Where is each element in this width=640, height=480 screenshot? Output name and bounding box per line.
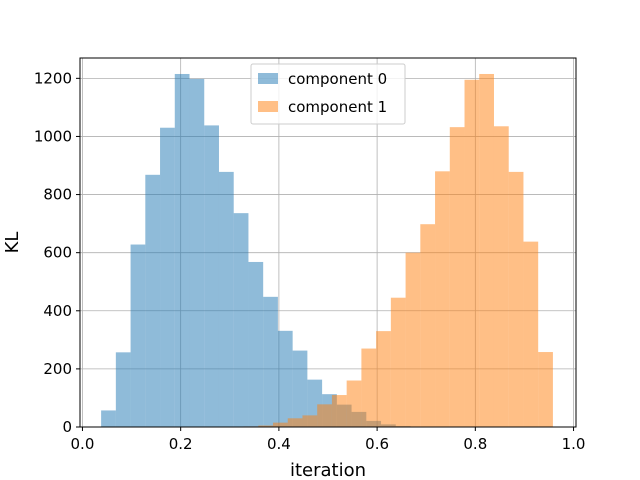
histogram-bar-series-0-bin-10 bbox=[248, 261, 264, 427]
histogram-bar-series-1-bin-3 bbox=[287, 418, 303, 427]
histogram-bar-series-0-bin-6 bbox=[189, 78, 205, 428]
histogram-bar-series-1-bin-15 bbox=[464, 79, 480, 428]
y-axis-label: KL bbox=[2, 232, 23, 254]
histogram-bar-series-0-bin-13 bbox=[292, 350, 308, 427]
x-tick-label-2: 0.4 bbox=[267, 435, 291, 453]
histogram-bar-series-0-bin-0 bbox=[101, 410, 116, 427]
y-tick-label-0: 0 bbox=[62, 418, 72, 436]
x-tick-label-1: 0.2 bbox=[169, 435, 193, 453]
legend-label-component-1: component 1 bbox=[288, 98, 387, 116]
bars bbox=[101, 73, 553, 428]
histogram-bar-series-1-bin-8 bbox=[361, 348, 377, 427]
y-tick-label-5: 1000 bbox=[34, 127, 72, 145]
legend-swatch-component-0 bbox=[258, 73, 278, 84]
x-tick-label-0: 0.0 bbox=[71, 435, 95, 453]
x-tick-label-5: 1.0 bbox=[562, 435, 586, 453]
histogram-bar-series-1-bin-12 bbox=[420, 224, 436, 427]
histogram-bar-series-1-bin-17 bbox=[493, 126, 509, 427]
x-tick-label-3: 0.6 bbox=[365, 435, 389, 453]
histogram-bar-series-0-bin-12 bbox=[277, 330, 293, 427]
histogram-bar-series-1-bin-4 bbox=[302, 415, 318, 427]
histogram-bar-series-1-bin-1 bbox=[258, 425, 273, 427]
x-tick-label-4: 0.8 bbox=[463, 435, 487, 453]
y-tick-label-2: 400 bbox=[43, 302, 72, 320]
histogram-bar-series-1-bin-18 bbox=[508, 171, 524, 427]
histogram-bar-series-0-bin-1 bbox=[115, 352, 131, 427]
histogram-bar-series-1-bin-20 bbox=[538, 352, 553, 427]
histogram-bar-series-1-bin-19 bbox=[523, 241, 539, 427]
legend-label-component-0: component 0 bbox=[288, 70, 387, 88]
histogram-bar-series-0-bin-9 bbox=[233, 213, 249, 427]
histogram-bar-series-1-bin-2 bbox=[272, 422, 288, 427]
histogram-bar-series-1-bin-11 bbox=[405, 252, 421, 427]
histogram-bar-series-0-bin-3 bbox=[145, 174, 161, 427]
histogram-bar-series-1-bin-7 bbox=[346, 380, 362, 427]
x-axis-label: iteration bbox=[290, 460, 366, 480]
histogram-bar-series-0-bin-2 bbox=[130, 244, 146, 427]
histogram-bar-series-1-bin-16 bbox=[479, 73, 494, 427]
histogram-bar-series-0-bin-5 bbox=[174, 73, 190, 427]
histogram-bar-series-1-bin-6 bbox=[331, 395, 347, 427]
histogram-bar-series-0-bin-8 bbox=[218, 171, 234, 427]
y-tick-label-3: 600 bbox=[43, 244, 72, 262]
y-tick-label-6: 1200 bbox=[34, 69, 72, 87]
y-tick-label-1: 200 bbox=[43, 360, 72, 378]
ticks: 0.0 0.2 0.4 0.6 0.8 1.0 0 200 400 600 800 1000 1200 bbox=[34, 69, 586, 453]
legend: component 0 component 1 bbox=[250, 63, 406, 125]
histogram-bar-series-1-bin-9 bbox=[376, 331, 391, 427]
legend-swatch-component-1 bbox=[258, 101, 278, 112]
histogram-bar-series-1-bin-10 bbox=[390, 297, 406, 427]
histogram-bar-series-0-bin-7 bbox=[204, 125, 219, 428]
histogram-bar-series-1-bin-13 bbox=[435, 171, 450, 427]
histogram-bar-series-0-bin-11 bbox=[263, 296, 278, 427]
histogram-bar-series-0-bin-4 bbox=[160, 127, 175, 427]
plot-frame bbox=[79, 57, 577, 428]
histogram-bar-series-1-bin-5 bbox=[317, 404, 332, 427]
legend-box bbox=[250, 63, 406, 125]
y-tick-label-4: 800 bbox=[43, 186, 72, 204]
histogram-bar-series-1-bin-14 bbox=[449, 127, 465, 427]
